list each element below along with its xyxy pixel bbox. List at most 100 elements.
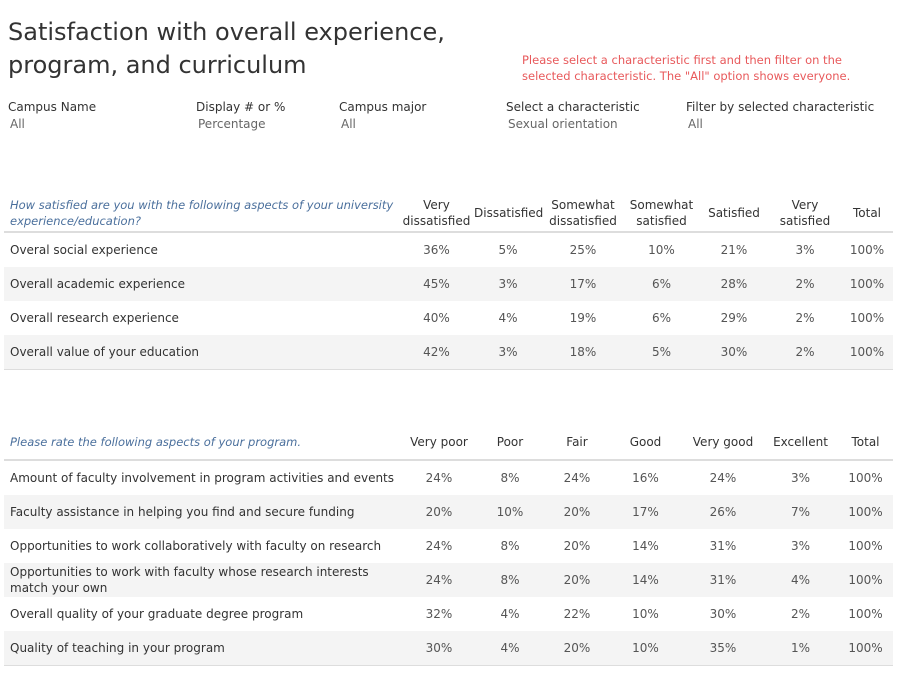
- table-header: Please rate the following aspects of you…: [4, 425, 893, 461]
- column-header: Very dissatisfied: [402, 198, 471, 228]
- cell-value: 100%: [848, 471, 883, 485]
- cell-value: 100%: [848, 539, 883, 553]
- row-label: Faculty assistance in helping you find a…: [10, 505, 355, 519]
- row-label: Amount of faculty involvement in program…: [10, 471, 395, 485]
- cell-value: 2%: [795, 311, 815, 325]
- cell-value: 26%: [709, 505, 737, 519]
- cell-value: 14%: [632, 573, 659, 587]
- row-label: Opportunities to work collaboratively wi…: [10, 539, 382, 553]
- row-label: Overall value of your education: [10, 345, 200, 359]
- cell-value: 3%: [790, 539, 811, 553]
- cell-value: 25%: [569, 243, 597, 257]
- cell-value: 17%: [632, 505, 659, 519]
- cell-value: 100%: [849, 345, 885, 359]
- cell-value: 28%: [720, 277, 748, 291]
- cell-value: 31%: [709, 539, 737, 553]
- filter-dropdown[interactable]: Sexual orientation: [508, 117, 618, 131]
- cell-value: 100%: [848, 573, 883, 587]
- row-label: Overall research experience: [10, 311, 179, 325]
- filter-campus-major[interactable]: Campus major All: [339, 100, 426, 131]
- cell-value: 30%: [425, 641, 453, 655]
- cell-value: 8%: [500, 471, 520, 485]
- cell-value: 35%: [709, 641, 737, 655]
- column-header: Poor: [496, 435, 524, 449]
- cell-value: 30%: [720, 345, 748, 359]
- filter-dropdown[interactable]: All: [10, 117, 25, 131]
- column-header: Excellent: [773, 435, 828, 449]
- cell-value: 10%: [496, 505, 524, 519]
- cell-value: 20%: [425, 505, 453, 519]
- table-row: Quality of teaching in your program 30% 4%…: [4, 631, 893, 666]
- cell-value: 10%: [632, 641, 659, 655]
- column-header: Very poor: [410, 435, 468, 449]
- cell-value: 40%: [423, 311, 450, 325]
- filter-instructions: Please select a characteristic first and…: [522, 53, 851, 83]
- row-label: Overal social experience: [10, 243, 158, 257]
- cell-value: 10%: [648, 243, 675, 257]
- column-header: Dissatisfied: [474, 206, 544, 220]
- filter-label: Display # or %: [196, 100, 286, 114]
- cell-value: 100%: [849, 311, 885, 325]
- filter-filter-by-selected-characteristic[interactable]: Filter by selected characteristic All: [686, 100, 874, 131]
- cell-value: 18%: [569, 345, 597, 359]
- satisfaction-table: How satisfied are you with the following…: [4, 195, 893, 370]
- cell-value: 20%: [563, 505, 591, 519]
- filter-dropdown[interactable]: All: [341, 117, 356, 131]
- cell-value: 3%: [790, 471, 811, 485]
- cell-value: 8%: [500, 539, 520, 553]
- cell-value: 4%: [500, 607, 520, 621]
- row-label: Quality of teaching in your program: [10, 641, 225, 655]
- cell-value: 6%: [651, 311, 672, 325]
- cell-value: 45%: [423, 277, 450, 291]
- table-row: Overall academic experience 45% 3% 17% 6% 28%…: [4, 267, 893, 301]
- cell-value: 4%: [790, 573, 811, 587]
- cell-value: 21%: [720, 243, 748, 257]
- cell-value: 100%: [848, 641, 883, 655]
- column-header: Very satisfied: [779, 198, 831, 228]
- cell-value: 100%: [849, 243, 885, 257]
- cell-value: 14%: [632, 539, 659, 553]
- cell-value: 20%: [563, 573, 591, 587]
- row-label: Overall academic experience: [10, 277, 185, 291]
- cell-value: 32%: [425, 607, 453, 621]
- table-row: Opportunities to work with faculty whose…: [4, 563, 893, 597]
- cell-value: 100%: [848, 505, 883, 519]
- cell-value: 3%: [498, 345, 518, 359]
- cell-value: 10%: [632, 607, 659, 621]
- table-row: Opportunities to work collaboratively wi…: [4, 529, 893, 563]
- cell-value: 24%: [709, 471, 737, 485]
- page-title: Satisfaction with overall experience, pr…: [8, 18, 445, 79]
- cell-value: 2%: [795, 345, 815, 359]
- cell-value: 3%: [795, 243, 815, 257]
- filter-dropdown[interactable]: All: [688, 117, 703, 131]
- column-header: Very good: [692, 435, 754, 449]
- row-label: Opportunities to work with faculty whose…: [10, 565, 369, 595]
- program-rating-table: Please rate the following aspects of you…: [4, 425, 893, 666]
- cell-value: 3%: [498, 277, 518, 291]
- filter-select-a-characteristic[interactable]: Select a characteristic Sexual orientatio…: [506, 100, 640, 131]
- cell-value: 24%: [425, 471, 453, 485]
- column-header: Total: [851, 435, 880, 449]
- column-header: Satisfied: [708, 206, 760, 220]
- row-label: Overall quality of your graduate degree …: [10, 607, 304, 621]
- column-header: Total: [852, 206, 882, 220]
- cell-value: 24%: [425, 539, 453, 553]
- column-header: Somewhat dissatisfied: [549, 198, 617, 228]
- cell-value: 24%: [563, 471, 591, 485]
- table-row: Faculty assistance in helping you find a…: [4, 495, 893, 529]
- column-header: Good: [629, 435, 662, 449]
- filter-dropdown[interactable]: Percentage: [198, 117, 266, 131]
- filter-display-or[interactable]: Display # or % Percentage: [196, 100, 285, 131]
- cell-value: 17%: [569, 277, 597, 291]
- cell-value: 20%: [563, 641, 591, 655]
- cell-value: 2%: [795, 277, 815, 291]
- cell-value: 24%: [425, 573, 453, 587]
- cell-value: 16%: [632, 471, 659, 485]
- cell-value: 100%: [849, 277, 885, 291]
- column-header: Somewhat satisfied: [629, 198, 694, 228]
- cell-value: 30%: [709, 607, 737, 621]
- filter-campus-name[interactable]: Campus Name All: [8, 100, 96, 131]
- table-row: Overall quality of your graduate degree …: [4, 597, 893, 631]
- cell-value: 5%: [498, 243, 518, 257]
- filter-label: Campus major: [339, 100, 427, 114]
